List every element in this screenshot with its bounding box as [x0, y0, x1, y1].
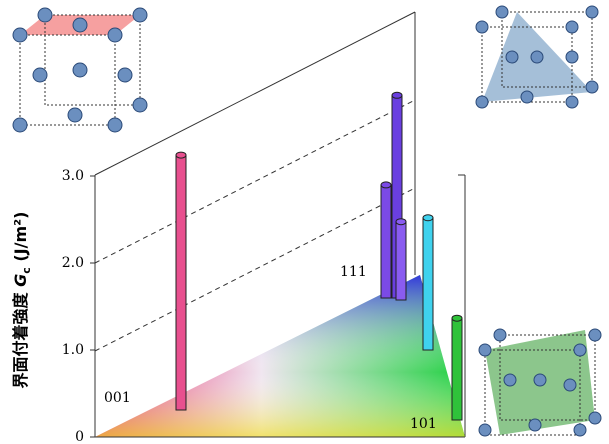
bar-cap	[396, 219, 406, 225]
y-tick-label: 3.0	[62, 168, 84, 184]
y-tick-label: 2.0	[62, 255, 84, 271]
corner-label: 001	[104, 390, 131, 406]
bar-cap	[176, 152, 186, 158]
y-tick-label: 0	[75, 429, 84, 444]
y-label-text: 界面付着強度	[11, 291, 30, 388]
y-label-subscript: c	[20, 267, 33, 274]
bar	[381, 185, 391, 298]
bar-cap	[423, 215, 433, 221]
bar	[452, 318, 462, 420]
bar	[396, 222, 406, 300]
crystal-101	[479, 329, 601, 436]
crystal-111	[476, 6, 598, 108]
y-tick-label: 1.0	[62, 342, 84, 358]
bar-cap	[392, 92, 402, 98]
stereographic-triangle-shade	[95, 275, 465, 437]
bar-cap	[381, 182, 391, 188]
chart: 001 111 101 界面付着強度 Gc (J/m²) 0 1.0 2.0 3.0	[0, 0, 609, 444]
bar	[176, 155, 186, 410]
bar-cap	[452, 315, 462, 321]
y-label-symbol: G	[11, 274, 30, 287]
crystal-001	[13, 8, 147, 132]
y-label-unit: (J/m²)	[11, 212, 30, 262]
bar	[423, 218, 433, 350]
corner-label: 101	[410, 416, 437, 432]
corner-label: 111	[340, 264, 367, 280]
y-axis-title: 界面付着強度 Gc (J/m²)	[11, 212, 34, 389]
